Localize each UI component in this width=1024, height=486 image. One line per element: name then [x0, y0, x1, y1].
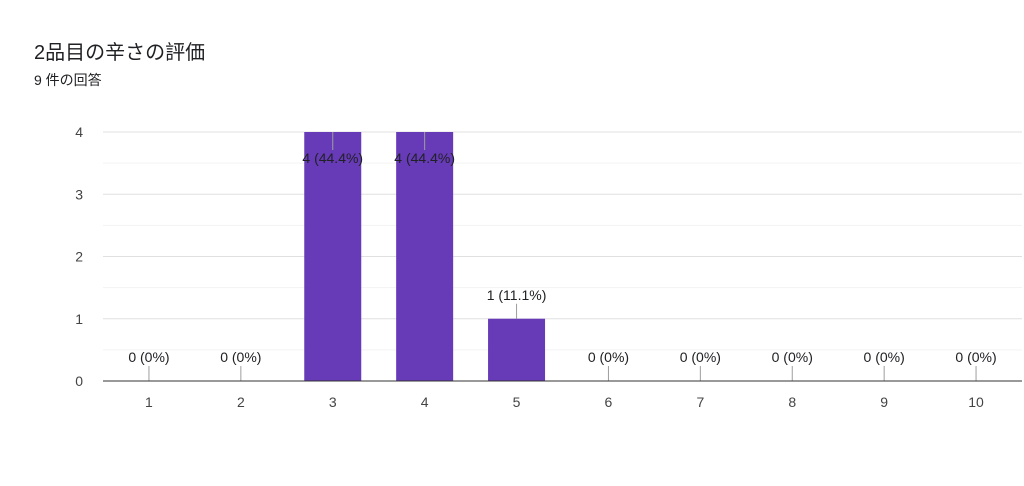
response-count: 9 件の回答 [34, 72, 102, 88]
data-label: 0 (0%) [864, 349, 905, 365]
y-tick-label: 3 [75, 186, 83, 202]
y-tick-label: 1 [75, 311, 83, 327]
x-tick-label: 10 [968, 394, 984, 410]
x-tick-label: 8 [788, 394, 796, 410]
data-label: 0 (0%) [128, 349, 169, 365]
x-tick-label: 7 [696, 394, 704, 410]
data-label: 0 (0%) [220, 349, 261, 365]
data-label: 0 (0%) [680, 349, 721, 365]
x-tick-label: 6 [605, 394, 613, 410]
x-tick-label: 9 [880, 394, 888, 410]
y-tick-label: 0 [75, 373, 83, 389]
x-tick-label: 4 [421, 394, 429, 410]
x-tick-label: 2 [237, 394, 245, 410]
chart-title: 2品目の辛さの評価 [34, 42, 206, 64]
bar [396, 132, 454, 381]
data-label: 4 (44.4%) [302, 150, 363, 166]
y-tick-label: 2 [75, 249, 83, 265]
x-tick-label: 1 [145, 394, 153, 410]
y-tick-label: 4 [75, 124, 83, 140]
data-label: 4 (44.4%) [394, 150, 455, 166]
data-label: 0 (0%) [772, 349, 813, 365]
data-label: 1 (11.1%) [487, 287, 547, 303]
x-tick-label: 5 [513, 394, 521, 410]
data-label: 0 (0%) [588, 349, 629, 365]
data-label: 0 (0%) [955, 349, 996, 365]
bar [304, 132, 362, 381]
bar [488, 318, 546, 381]
x-tick-label: 3 [329, 394, 337, 410]
